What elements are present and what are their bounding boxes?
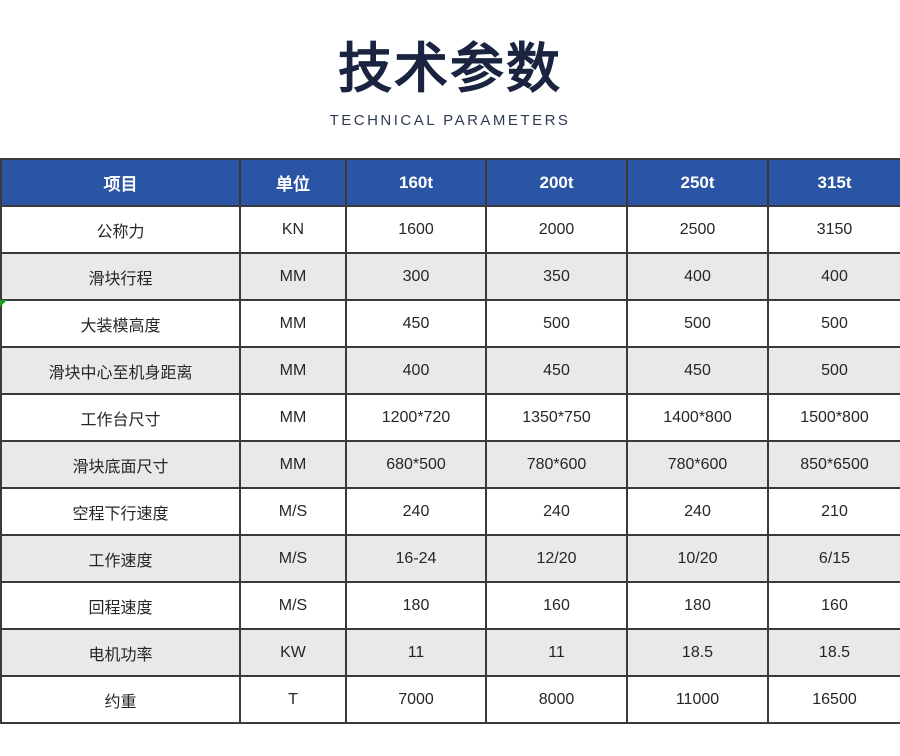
table-row: 公称力 KN 1600 2000 2500 3150 [0, 205, 900, 254]
table-row: 大装模高度 MM 450 500 500 500 [0, 299, 900, 348]
cell-value: 11000 [626, 675, 769, 724]
cell-value: 780*600 [485, 440, 628, 489]
cell-value: 500 [485, 299, 628, 348]
cell-value: 1400*800 [626, 393, 769, 442]
cell-value: 160 [485, 581, 628, 630]
cell-value: 450 [485, 346, 628, 395]
cell-value: 350 [485, 252, 628, 301]
cell-value: 18.5 [767, 628, 900, 677]
column-header-2: 单位 [239, 158, 347, 207]
table-row: 回程速度 M/S 180 160 180 160 [0, 581, 900, 630]
cell-value: M/S [239, 534, 347, 583]
cell-value: 3150 [767, 205, 900, 254]
cell-value: 11 [485, 628, 628, 677]
cell-value: 18.5 [626, 628, 769, 677]
table-body: 公称力 KN 1600 2000 2500 3150 滑块行程 MM 300 350 400 400 大… [0, 205, 900, 724]
cell-value: 300 [345, 252, 487, 301]
row-label: 约重 [0, 675, 241, 724]
row-label: 空程下行速度 [0, 487, 241, 536]
table-row: 工作台尺寸 MM 1200*720 1350*750 1400*800 1500*800 [0, 393, 900, 442]
cell-value: 240 [345, 487, 487, 536]
cell-error-marker-icon [0, 300, 7, 307]
page-title: 技术参数 [338, 39, 562, 99]
table-row: 空程下行速度 M/S 240 240 240 210 [0, 487, 900, 536]
table-header-row: 项目 单位 160t 200t 250t 315t [0, 158, 900, 207]
table-row: 滑块中心至机身距离 MM 400 450 450 500 [0, 346, 900, 395]
row-label: 滑块中心至机身距离 [0, 346, 241, 395]
column-header-3: 160t [345, 158, 487, 207]
cell-value: 450 [626, 346, 769, 395]
cell-value: 2500 [626, 205, 769, 254]
cell-value: 10/20 [626, 534, 769, 583]
table-row: 滑块底面尺寸 MM 680*500 780*600 780*600 850*6500 [0, 440, 900, 489]
cell-value: M/S [239, 487, 347, 536]
cell-value: 500 [767, 346, 900, 395]
cell-value: MM [239, 440, 347, 489]
title-block: 技术参数 TECHNICAL PARAMETERS [0, 0, 900, 158]
cell-value: 7000 [345, 675, 487, 724]
cell-value: 180 [626, 581, 769, 630]
column-header-4: 200t [485, 158, 628, 207]
cell-value: 12/20 [485, 534, 628, 583]
row-label: 电机功率 [0, 628, 241, 677]
cell-value: 240 [626, 487, 769, 536]
cell-value: 2000 [485, 205, 628, 254]
column-header-1: 项目 [0, 158, 241, 207]
cell-value: 450 [345, 299, 487, 348]
table-row: 滑块行程 MM 300 350 400 400 [0, 252, 900, 301]
cell-value: 850*6500 [767, 440, 900, 489]
cell-value: KW [239, 628, 347, 677]
cell-value: 1500*800 [767, 393, 900, 442]
cell-value: M/S [239, 581, 347, 630]
cell-value: 680*500 [345, 440, 487, 489]
table-row: 约重 T 7000 8000 11000 16500 [0, 675, 900, 724]
row-label: 滑块底面尺寸 [0, 440, 241, 489]
cell-value: 11 [345, 628, 487, 677]
table-row: 电机功率 KW 11 11 18.5 18.5 [0, 628, 900, 677]
cell-value: 400 [626, 252, 769, 301]
cell-value: MM [239, 346, 347, 395]
cell-value: 400 [767, 252, 900, 301]
cell-value: 500 [626, 299, 769, 348]
row-label: 工作速度 [0, 534, 241, 583]
column-header-6: 315t [767, 158, 900, 207]
cell-value: 210 [767, 487, 900, 536]
cell-value: 400 [345, 346, 487, 395]
row-label: 滑块行程 [0, 252, 241, 301]
column-header-5: 250t [626, 158, 769, 207]
cell-value: MM [239, 393, 347, 442]
cell-value: MM [239, 299, 347, 348]
row-label: 大装模高度 [0, 299, 241, 348]
cell-value: 1200*720 [345, 393, 487, 442]
cell-value: 1350*750 [485, 393, 628, 442]
row-label: 公称力 [0, 205, 241, 254]
cell-value: 6/15 [767, 534, 900, 583]
cell-value: 8000 [485, 675, 628, 724]
page-subtitle: TECHNICAL PARAMETERS [329, 112, 571, 130]
cell-value: 1600 [345, 205, 487, 254]
cell-value: KN [239, 205, 347, 254]
cell-value: T [239, 675, 347, 724]
table-row: 工作速度 M/S 16-24 12/20 10/20 6/15 [0, 534, 900, 583]
cell-value: 240 [485, 487, 628, 536]
parameters-table: 项目 单位 160t 200t 250t 315t 公称力 KN 1600 2000 2500 31… [0, 158, 900, 724]
cell-value: MM [239, 252, 347, 301]
cell-value: 16500 [767, 675, 900, 724]
cell-value: 160 [767, 581, 900, 630]
row-label: 回程速度 [0, 581, 241, 630]
cell-value: 500 [767, 299, 900, 348]
cell-value: 780*600 [626, 440, 769, 489]
cell-value: 16-24 [345, 534, 487, 583]
row-label: 工作台尺寸 [0, 393, 241, 442]
cell-value: 180 [345, 581, 487, 630]
